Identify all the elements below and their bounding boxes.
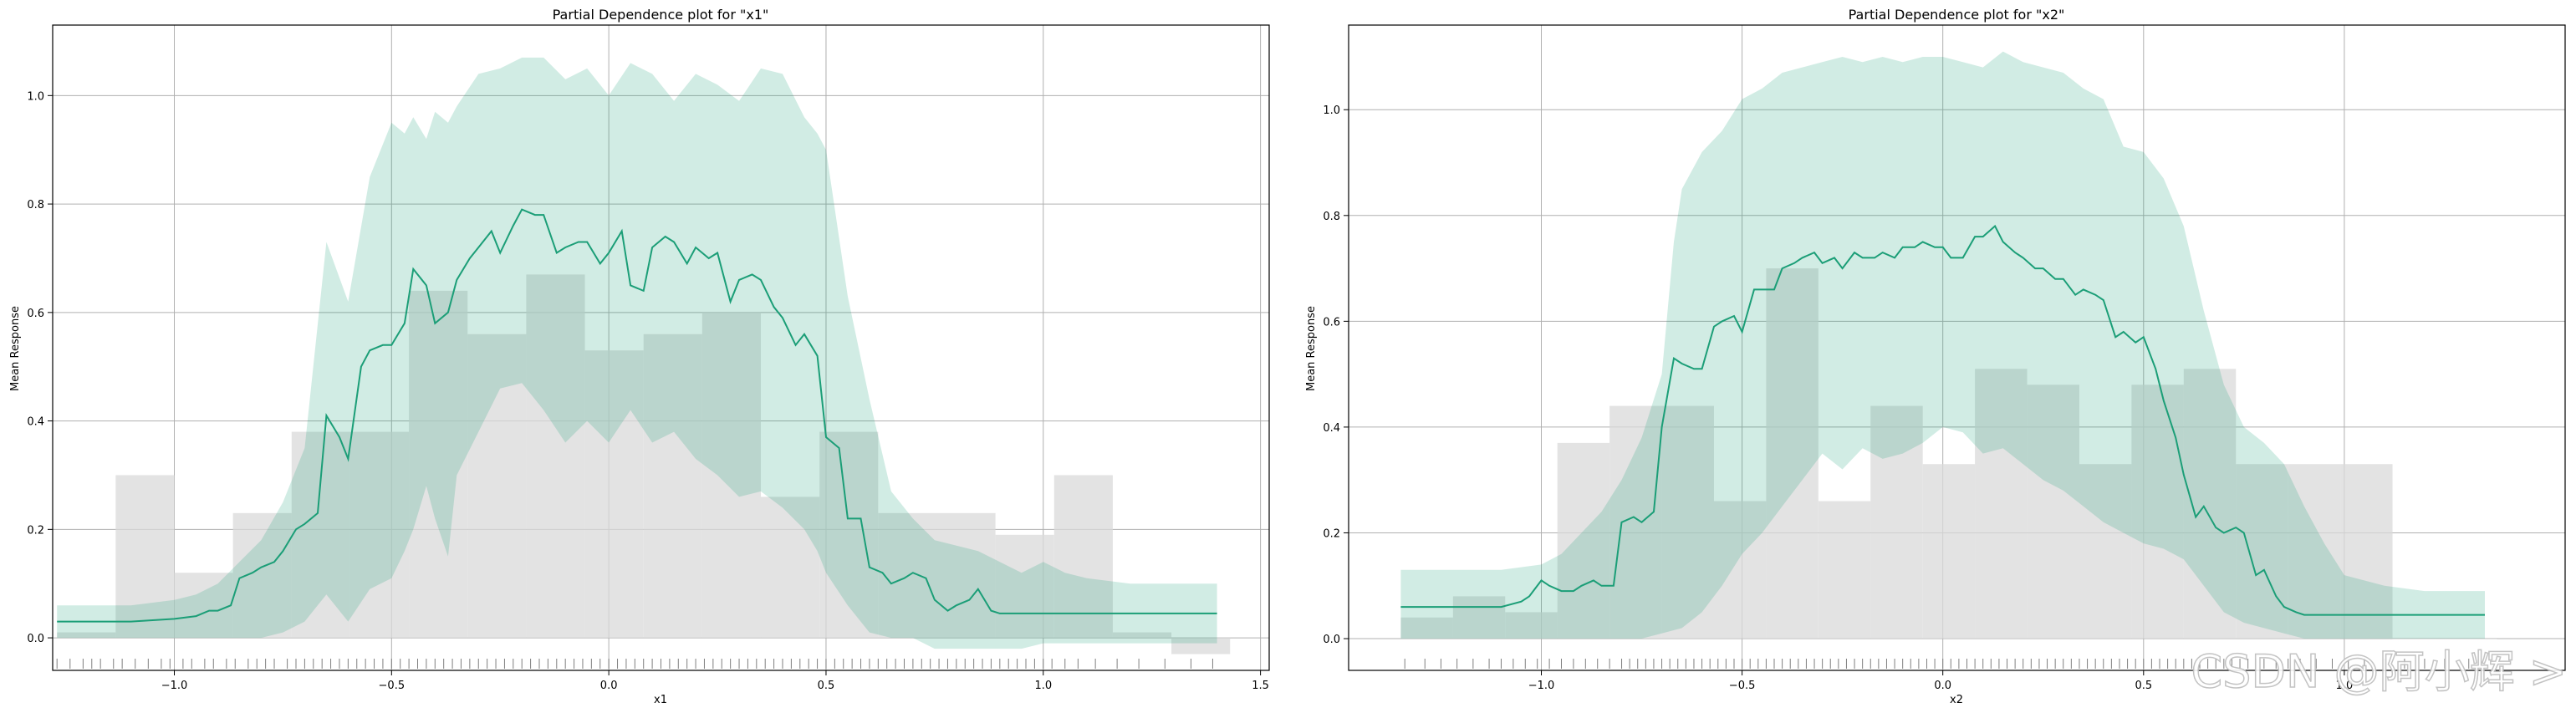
x-tick-label: −1.0 — [161, 680, 188, 692]
chart-title: Partial Dependence plot for "x2" — [1849, 7, 2065, 23]
histogram-bar — [1400, 617, 1453, 639]
histogram-bar — [1609, 405, 1662, 639]
plot-frame — [1348, 24, 2566, 671]
y-tick-label: 0.6 — [1323, 316, 1340, 328]
histogram — [1400, 268, 2497, 639]
watermark: CSDN @阿小辉 > — [2191, 645, 2567, 698]
histogram-bar — [1870, 405, 1923, 639]
rug — [1404, 659, 2470, 669]
confidence-band — [57, 57, 1217, 649]
histogram-bar — [1922, 464, 1976, 639]
y-axis-label: Mean Response — [9, 306, 22, 391]
histogram-bar — [349, 431, 410, 639]
mean-line — [57, 208, 1217, 623]
confidence-band-area — [57, 57, 1217, 649]
rug — [56, 659, 1213, 669]
histogram-bar — [1505, 612, 1558, 639]
x-tick-label: −0.5 — [1729, 680, 1756, 692]
y-tick-label: 0.4 — [27, 416, 44, 429]
axis-ticks: −1.0 −0.5 0.0 0.5 1.0 1.5 0.0 0.2 0.4 0.6 0.8 1.0 — [27, 90, 1269, 692]
histogram-bar — [115, 475, 175, 639]
chart-title: Partial Dependence plot for "x1" — [553, 7, 769, 23]
x-tick-label: 0.5 — [2135, 680, 2152, 692]
histogram-bar — [1557, 442, 1610, 639]
y-tick-label: 1.0 — [27, 90, 44, 103]
histogram-bar — [819, 431, 879, 639]
x-axis-label: x2 — [1950, 694, 1963, 706]
histogram-bar — [467, 334, 527, 639]
histogram — [57, 274, 1231, 654]
histogram-bar — [2236, 464, 2288, 639]
y-tick-label: 1.0 — [1323, 104, 1340, 117]
x-tick-label: −0.5 — [379, 680, 406, 692]
histogram-bar — [409, 290, 468, 639]
histogram-bar — [1975, 369, 2028, 639]
mean-line — [1400, 224, 2485, 616]
histogram-bar — [57, 632, 116, 639]
x-axis-label: x1 — [654, 694, 667, 706]
x-tick-label: 1.5 — [1252, 680, 1269, 692]
histogram-bar — [2340, 464, 2393, 639]
chart-panel-x2: Partial Dependence plot for "x2" −1.0 −0.… — [1305, 7, 2566, 706]
y-tick-label: 0.0 — [27, 633, 44, 645]
x-tick-label: 0.5 — [818, 680, 835, 692]
histogram-bar — [1766, 268, 1819, 639]
histogram-bar — [936, 512, 996, 639]
y-tick-label: 0.8 — [27, 199, 44, 211]
y-tick-label: 0.4 — [1323, 422, 1340, 435]
y-tick-label: 0.8 — [1323, 211, 1340, 223]
histogram-bar — [1452, 596, 1506, 639]
histogram-bar — [174, 573, 233, 639]
x-tick-label: 0.0 — [600, 680, 618, 692]
histogram-bar — [761, 497, 820, 639]
confidence-band — [1400, 51, 2485, 639]
histogram-bar — [2079, 464, 2132, 639]
chart-panel-x1: Partial Dependence plot for "x1" −1.0 −0.… — [9, 7, 1270, 706]
histogram-bar — [995, 534, 1054, 639]
histogram-bar — [1661, 405, 1714, 639]
histogram-bar — [2027, 385, 2079, 639]
x-tick-label: −1.0 — [1528, 680, 1555, 692]
histogram-bar — [584, 350, 644, 639]
histogram-bar — [701, 312, 762, 639]
mean-response-line — [1400, 224, 2485, 616]
histogram-bar — [1112, 632, 1172, 639]
y-tick-label: 0.0 — [1323, 634, 1340, 646]
histogram-bar — [1713, 501, 1767, 639]
y-tick-label: 0.2 — [1323, 527, 1340, 540]
histogram-bar — [1171, 638, 1231, 654]
y-tick-label: 0.6 — [27, 308, 44, 320]
histogram-bar — [232, 512, 292, 639]
histogram-bar — [526, 274, 585, 639]
axis-ticks: −1.0 −0.5 0.0 0.5 1.0 0.0 0.2 0.4 0.6 0.8 1.0 — [1323, 104, 2353, 692]
plot-frame — [52, 24, 1270, 671]
y-tick-label: 0.2 — [27, 524, 44, 537]
y-axis-label: Mean Response — [1305, 306, 1318, 391]
histogram-bar — [1053, 475, 1113, 639]
histogram-bar — [291, 431, 350, 639]
histogram-bar — [643, 334, 702, 639]
mean-response-line — [57, 208, 1217, 623]
x-tick-label: 1.0 — [1034, 680, 1052, 692]
x-tick-label: 0.0 — [1934, 680, 1951, 692]
x-tick-label: 1.0 — [2336, 680, 2354, 692]
confidence-band-area — [1400, 51, 2485, 639]
histogram-bar — [2288, 464, 2341, 639]
histogram-bar — [1818, 501, 1871, 639]
histogram-bar — [2131, 385, 2184, 639]
